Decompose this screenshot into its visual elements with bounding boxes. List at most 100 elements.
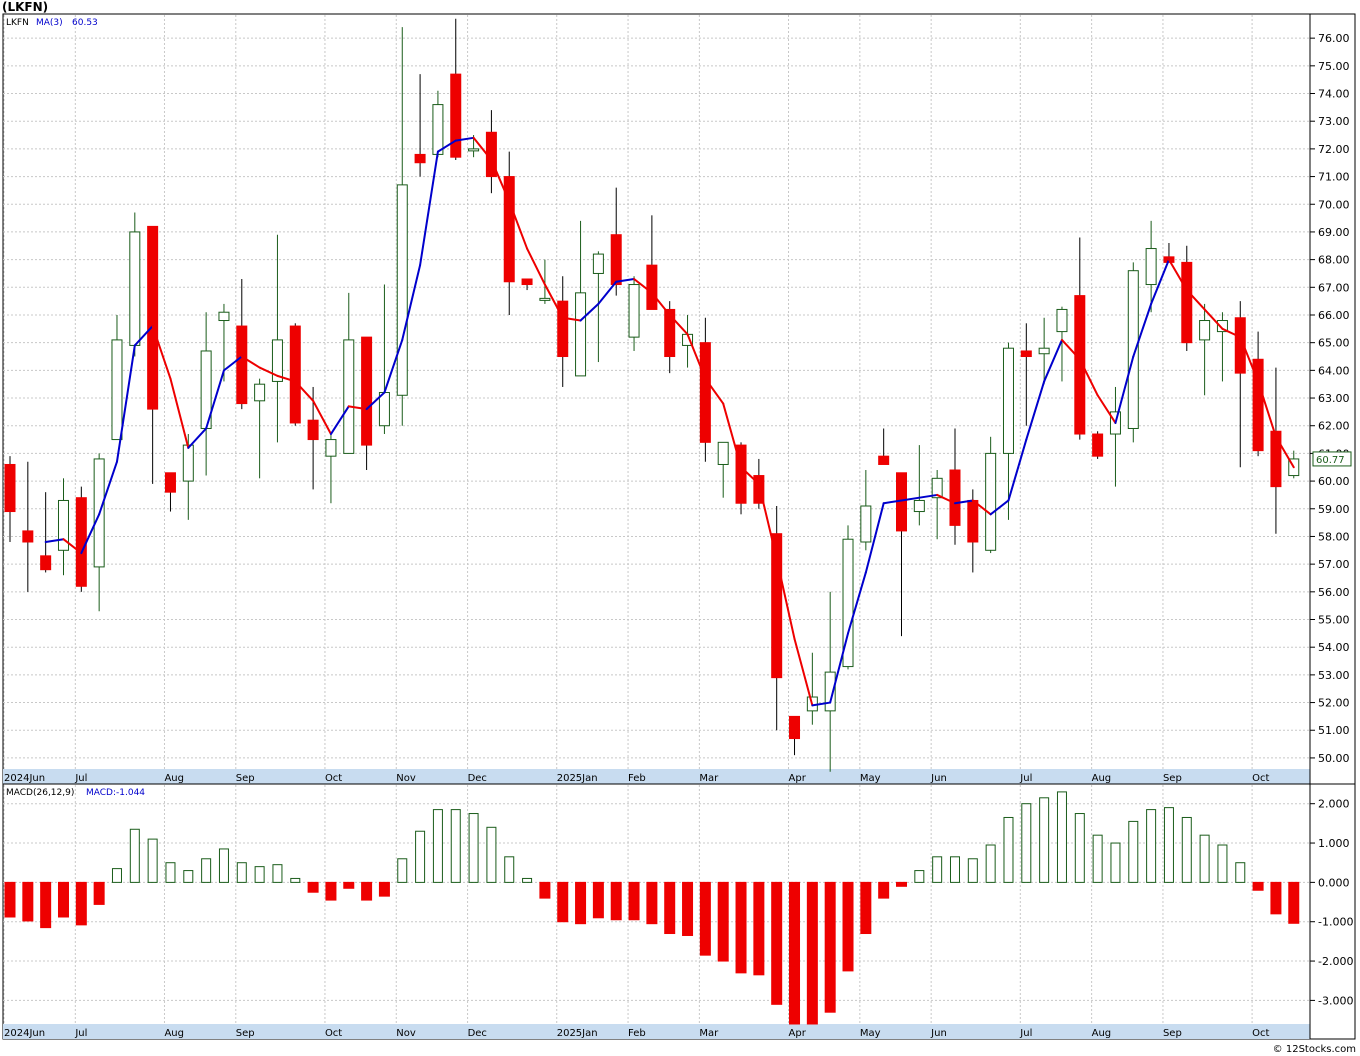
macd-bar	[646, 881, 658, 925]
candle-body	[503, 176, 515, 283]
price-date-gridlines	[3, 15, 1253, 769]
macd-bar	[522, 877, 533, 883]
ma-segment	[615, 277, 636, 283]
ma-segment	[864, 502, 885, 574]
price-y-tick-label: 74.00	[1318, 88, 1350, 101]
candle-body	[1056, 308, 1068, 333]
macd-bar	[539, 881, 551, 899]
candle-body	[931, 477, 943, 499]
macd-bar	[1092, 834, 1103, 883]
macd-x-axis: 2024Jun Jul Aug Sep Oct Nov Dec 2025Jan Feb Mar Ap…	[4, 1028, 1269, 1039]
price-x-tick-label: 2024Jun	[4, 773, 45, 784]
price-y-tick-label: 60.00	[1318, 475, 1350, 488]
candle-body	[949, 469, 961, 526]
macd-x-tick-label: Feb	[628, 1028, 646, 1039]
candle-body	[735, 444, 747, 504]
ma-segment	[1185, 289, 1206, 311]
price-y-tick-label: 53.00	[1318, 669, 1350, 682]
macd-bar	[949, 856, 960, 883]
price-x-tick-label: Jul	[74, 773, 87, 784]
price-candles	[4, 18, 1300, 772]
macd-bar	[789, 881, 801, 1025]
candle-body	[307, 419, 319, 441]
ma-segment	[1114, 355, 1135, 424]
macd-bar	[1199, 834, 1210, 883]
candle-body	[967, 499, 979, 543]
macd-bar	[985, 844, 996, 883]
price-y-tick-label: 69.00	[1318, 226, 1350, 239]
price-x-tick-label: Nov	[396, 773, 416, 784]
ma-segment	[329, 405, 350, 436]
price-y-tick-label: 73.00	[1318, 115, 1350, 128]
macd-x-tick-label: Nov	[396, 1028, 416, 1039]
candle-body	[468, 148, 480, 152]
ma-segment	[205, 369, 225, 430]
price-y-tick-label: 67.00	[1318, 281, 1350, 294]
macd-bar	[378, 881, 390, 897]
candle-body	[147, 225, 159, 410]
ma-segment	[900, 496, 921, 502]
price-y-tick-label: 68.00	[1318, 254, 1350, 267]
candle-body	[1038, 347, 1050, 355]
ma-segment	[526, 247, 546, 286]
ma-segment	[1078, 358, 1099, 397]
price-y-tick-label: 66.00	[1318, 309, 1350, 322]
ma-segment	[1043, 338, 1063, 383]
candle-body	[1092, 433, 1104, 457]
candle-body	[789, 715, 801, 740]
macd-bar	[628, 881, 640, 921]
price-y-tick-label: 51.00	[1318, 724, 1350, 737]
price-y-tick-label: 58.00	[1318, 530, 1350, 543]
ma-segment	[686, 333, 707, 380]
ma-segment	[668, 313, 689, 336]
candle-body	[699, 342, 711, 443]
macd-bar	[75, 881, 87, 926]
price-y-tick-label: 50.00	[1318, 752, 1350, 765]
macd-bar	[343, 881, 355, 889]
price-y-tick-label: 54.00	[1318, 641, 1350, 654]
macd-bar	[878, 881, 890, 899]
ma-segment	[1007, 438, 1028, 502]
ma-segment	[722, 402, 743, 469]
candle-body	[646, 264, 658, 310]
candle-body	[236, 325, 248, 405]
candle-body	[75, 497, 87, 587]
candle-body	[824, 671, 836, 712]
ma-segment	[1274, 435, 1295, 469]
candle-body	[1074, 295, 1086, 435]
macd-date-band	[3, 1024, 1310, 1039]
macd-bar	[254, 866, 265, 883]
macd-bar	[504, 856, 515, 883]
ma-segment	[1167, 258, 1188, 292]
ma-segment	[98, 460, 118, 516]
macd-bar	[824, 881, 836, 1013]
ma-segment	[989, 499, 1010, 516]
macd-bar	[1110, 842, 1121, 883]
macd-bar	[1235, 862, 1246, 883]
moving-average-line	[44, 136, 1295, 707]
macd-x-tick-label: Sep	[236, 1028, 255, 1039]
macd-bar	[1056, 791, 1067, 883]
candle-body	[1234, 317, 1246, 374]
macd-bar	[896, 881, 907, 887]
price-x-tick-label: Oct	[325, 773, 342, 784]
candle-body	[842, 538, 854, 668]
ma-segment	[187, 427, 208, 449]
ma-segment	[419, 150, 439, 267]
candle-body	[22, 530, 34, 543]
macd-bar	[272, 864, 283, 883]
ma-segment	[918, 493, 939, 499]
ma-segment	[240, 355, 261, 369]
macd-x-tick-label: Sep	[1163, 1028, 1182, 1039]
candle-body	[539, 297, 551, 301]
macd-bar	[1128, 820, 1139, 883]
macd-bar	[1181, 816, 1192, 883]
ma-segment	[1132, 302, 1153, 358]
price-x-axis: 2024Jun Jul Aug Sep Oct Nov Dec 2025Jan Feb Mar Ap…	[4, 773, 1269, 784]
ma-segment	[133, 325, 154, 347]
price-x-tick-label: May	[860, 773, 881, 784]
last-price-label: 60.77	[1316, 455, 1345, 466]
macd-bar	[201, 858, 212, 883]
price-x-tick-label: Jul	[1019, 773, 1032, 784]
price-y-tick-label: 52.00	[1318, 697, 1350, 710]
